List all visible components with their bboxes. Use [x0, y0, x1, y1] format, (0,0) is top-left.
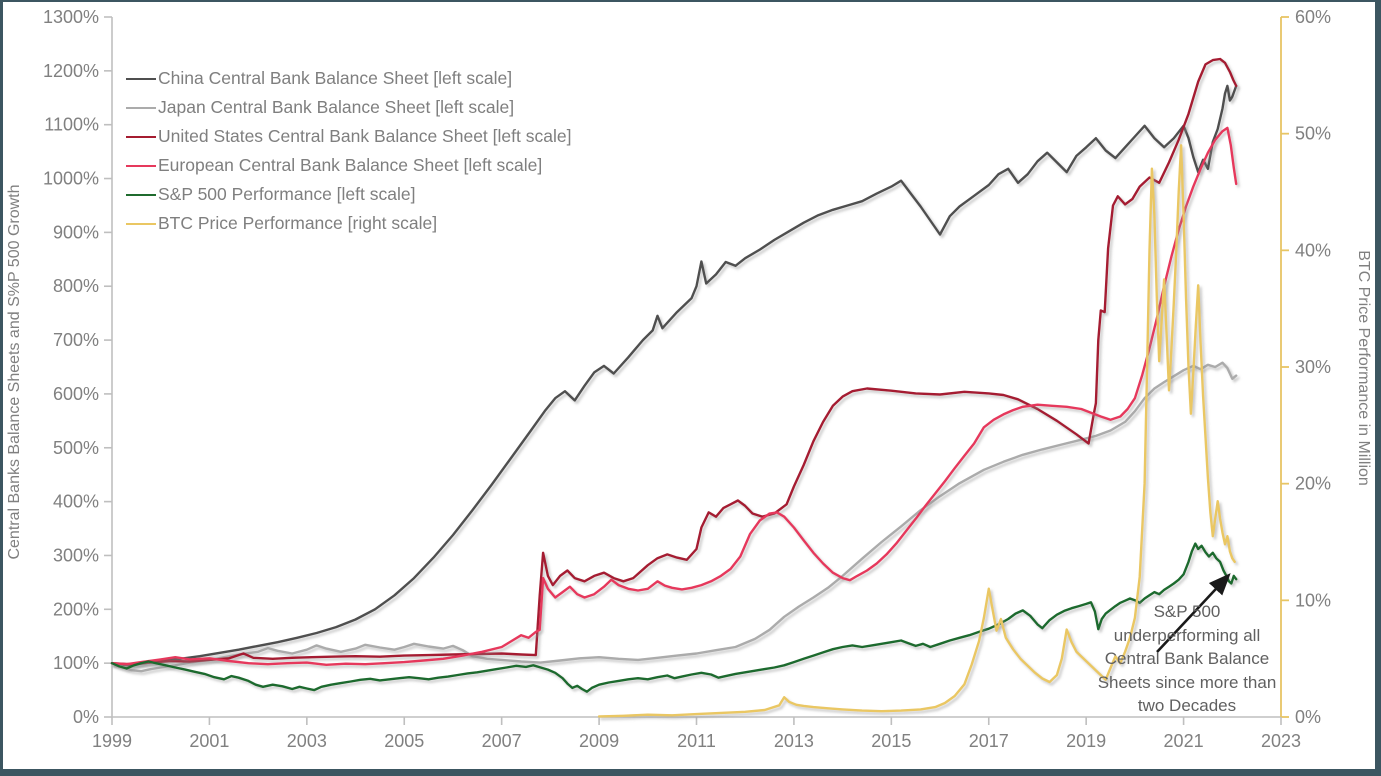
left-axis-tick-label: 1000%	[43, 169, 99, 189]
legend-label-btc: BTC Price Performance [right scale]	[158, 213, 438, 233]
right-axis-tick-label: 30%	[1295, 357, 1331, 377]
x-axis-tick-label: 2013	[774, 731, 814, 751]
legend-item-btc: BTC Price Performance [right scale]	[126, 209, 571, 238]
left-axis-tick-label: 800%	[53, 276, 99, 296]
left-axis-tick-label: 100%	[53, 653, 99, 673]
left-axis-tick-label: 700%	[53, 330, 99, 350]
annotation-text: S&P 500 underperforming all Central Bank…	[1097, 602, 1277, 715]
legend-label-sp500: S&P 500 Performance [left scale]	[158, 184, 416, 204]
right-axis-tick-label: 10%	[1295, 590, 1331, 610]
x-axis-tick-label: 2015	[871, 731, 911, 751]
legend-swatch-japan	[126, 106, 156, 109]
x-axis-tick-label: 2009	[579, 731, 619, 751]
series-line-china	[110, 84, 1238, 667]
left-axis-tick-label: 600%	[53, 384, 99, 404]
series-line-sp500	[110, 542, 1238, 693]
legend-swatch-european	[126, 164, 156, 167]
legend-label-united-states: United States Central Bank Balance Sheet…	[158, 126, 572, 146]
x-axis-tick-label: 2011	[677, 731, 716, 751]
x-axis-tick-label: 2003	[287, 731, 327, 751]
legend-item-china: China Central Bank Balance Sheet [left s…	[126, 64, 571, 93]
legend-item-united-states: United States Central Bank Balance Sheet…	[126, 122, 571, 151]
right-axis-title: BTC Price Performance in Million	[1355, 250, 1372, 486]
right-axis-tick-label: 40%	[1295, 240, 1331, 260]
legend-label-china: China Central Bank Balance Sheet [left s…	[158, 68, 513, 88]
x-axis-tick-label: 2019	[1066, 731, 1106, 751]
left-axis-tick-label: 400%	[53, 492, 99, 512]
x-axis-tick-label: 2005	[384, 731, 424, 751]
legend-swatch-china	[126, 77, 156, 80]
legend-item-european: European Central Bank Balance Sheet [lef…	[126, 151, 571, 180]
series-line-btc	[597, 144, 1236, 718]
window-border-left	[0, 0, 3, 776]
series-line-japan	[110, 361, 1238, 673]
right-axis-tick-label: 0%	[1295, 707, 1321, 727]
x-axis-tick-label: 2021	[1164, 731, 1204, 751]
data-series	[110, 57, 1238, 718]
left-axis-tick-label: 0%	[73, 707, 99, 727]
legend-item-sp500: S&P 500 Performance [left scale]	[126, 180, 571, 209]
legend-label-european: European Central Bank Balance Sheet [lef…	[158, 155, 543, 175]
left-axis-tick-label: 1300%	[43, 7, 99, 27]
window-border-top	[0, 0, 1381, 2]
right-axis-tick-label: 50%	[1295, 124, 1331, 144]
right-axis-tick-label: 20%	[1295, 474, 1331, 494]
legend: China Central Bank Balance Sheet [left s…	[126, 64, 571, 238]
legend-swatch-sp500	[126, 193, 156, 196]
left-axis-title: Central Banks Balance Sheets and S%P 500…	[6, 184, 23, 560]
x-axis-tick-label: 2017	[969, 731, 1009, 751]
x-axis-tick-label: 1999	[92, 731, 132, 751]
legend-swatch-btc	[126, 222, 156, 225]
left-axis-tick-label: 500%	[53, 438, 99, 458]
right-axis-tick-label: 60%	[1295, 7, 1331, 27]
annotation-arrow	[1156, 573, 1231, 653]
legend-swatch-united-states	[126, 135, 156, 138]
axes: 0% 100% 200% 300% 400% 500% 600% 700% 800% 900% 10…	[43, 7, 1331, 751]
x-axis-tick-label: 2023	[1261, 731, 1301, 751]
left-axis-tick-label: 1200%	[43, 61, 99, 81]
x-axis-tick-label: 2007	[482, 731, 522, 751]
legend-label-japan: Japan Central Bank Balance Sheet [left s…	[158, 97, 515, 117]
series-line-european	[110, 126, 1238, 666]
left-axis-tick-label: 1100%	[44, 115, 99, 135]
left-axis-tick-label: 200%	[53, 599, 99, 619]
series-line-united-states	[110, 57, 1238, 666]
x-axis-tick-label: 2001	[189, 731, 229, 751]
left-axis-tick-label: 300%	[53, 545, 99, 565]
legend-item-japan: Japan Central Bank Balance Sheet [left s…	[126, 93, 571, 122]
window-border-right	[1375, 0, 1381, 776]
window-border-bottom	[0, 769, 1381, 776]
left-axis-tick-label: 900%	[53, 222, 99, 242]
